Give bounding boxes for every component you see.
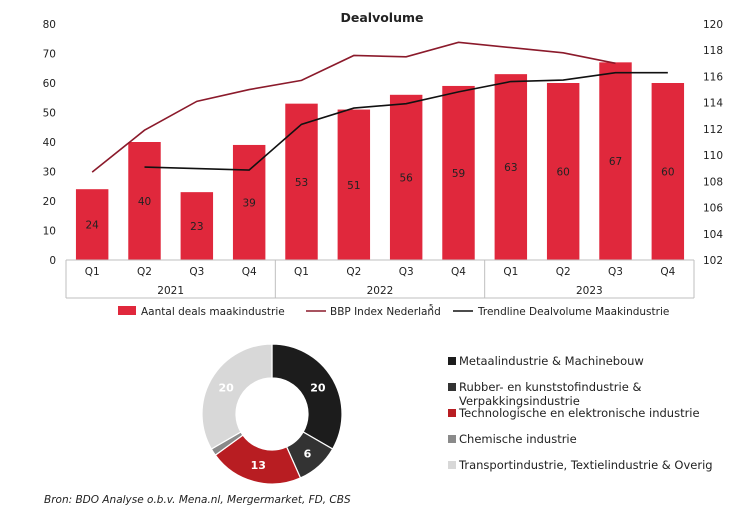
x-tick-label: Q2 [346,266,361,278]
y-right-tick-label: 118 [703,45,723,57]
y-right-tick-label: 106 [703,203,723,215]
y-left-tick-label: 70 [43,49,56,61]
y-left-tick-label: 30 [43,167,56,179]
x-tick-label: Q3 [608,266,623,278]
x-group-label: 2021 [157,285,184,297]
trendline [144,71,668,171]
bar-data-label: 40 [138,196,151,208]
y-left-tick-label: 0 [49,255,56,267]
y-right-tick-label: 110 [703,150,723,162]
y-left-tick-label: 20 [43,196,56,208]
bar-data-label: 53 [295,177,308,189]
donut-legend-label: Rubber- en kunststofindustrie & Verpakki… [459,380,642,408]
bar-data-label: 51 [347,180,360,192]
donut-chart: 20 6 13 20 [201,343,343,485]
donut-slice-label: 13 [251,459,266,472]
bar-chart: 0 10 20 30 40 50 60 70 80 102 104 106 108 110 112 114 11… [43,19,723,299]
y-right-tick-label: 108 [703,176,723,188]
legend-swatch-bar [118,306,136,315]
bar-data-label: 60 [661,167,674,179]
donut-legend-label: Transportindustrie, Textielindustrie & O… [459,458,713,472]
y-left-tick-label: 10 [43,226,56,238]
donut-slice [201,343,273,450]
y-left-tick-label: 40 [43,137,56,149]
y-right-tick-label: 112 [703,124,723,136]
y-left-tick-label: 50 [43,108,56,120]
bar [599,62,632,260]
x-tick-label: Q2 [556,266,571,278]
bar-data-label: 63 [504,162,517,174]
donut-legend-label: Metaalindustrie & Machinebouw [459,354,644,368]
bar [389,94,423,260]
bar [651,83,685,260]
x-tick-label: Q2 [137,266,152,278]
legend-label: Trendline Dealvolume Maakindustrie [477,306,669,318]
donut-legend-swatch [448,383,456,391]
bar [546,83,580,260]
donut-legend-label: Chemische industrie [459,432,577,446]
bar [285,103,318,261]
y-left-tick-label: 80 [43,19,56,31]
legend-label: BBP Index Nederland [330,306,441,318]
x-tick-label: Q3 [399,266,414,278]
bar [494,74,528,261]
y-right-tick-label: 104 [703,229,723,241]
bar [232,144,266,260]
bar-data-label: 23 [190,221,203,233]
bar-data-label: 60 [556,167,569,179]
x-tick-label: Q4 [660,266,675,278]
bar-data-label: 67 [609,156,622,168]
x-tick-label: Q1 [503,266,518,278]
bar [75,189,109,260]
bar-chart-legend: Aantal deals maakindustrie BBP Index Nede… [118,303,669,318]
x-tick-label: Q1 [294,266,309,278]
y-right-tick-label: 114 [703,98,723,110]
x-tick-label: Q4 [451,266,466,278]
donut-legend-swatch [448,435,456,443]
legend-superscript: 5 [429,303,433,311]
x-tick-label: Q4 [242,266,257,278]
source-note: Bron: BDO Analyse o.b.v. Mena.nl, Merger… [44,494,351,506]
x-group-label: 2023 [576,285,603,297]
gdp-index-line [91,41,616,173]
donut-legend-swatch [448,461,456,469]
donut-slice-label: 20 [310,382,326,395]
bar [337,109,371,260]
donut-legend-swatch [448,357,456,365]
donut-slice [271,343,343,450]
donut-slice-label: 20 [218,382,234,395]
bar [128,142,161,260]
bar-data-label: 39 [242,197,255,209]
y-right-tick-label: 120 [703,19,723,31]
legend-label: Aantal deals maakindustrie [141,306,285,318]
donut-legend-swatch [448,409,456,417]
bar-data-label: 59 [452,168,465,180]
donut-legend-label: Technologische en elektronische industri… [459,406,700,420]
x-tick-label: Q3 [189,266,204,278]
bar-data-label: 24 [85,220,99,232]
y-right-tick-label: 102 [703,255,723,267]
bar [180,192,214,260]
x-group-label: 2022 [367,285,394,297]
x-tick-label: Q1 [85,266,100,278]
chart-title: Dealvolume [341,10,424,25]
bar [442,85,475,260]
donut-slice-label: 6 [304,447,312,460]
bar-data-label: 56 [399,172,413,184]
y-left-tick-label: 60 [43,78,56,90]
y-right-tick-label: 116 [703,71,723,83]
